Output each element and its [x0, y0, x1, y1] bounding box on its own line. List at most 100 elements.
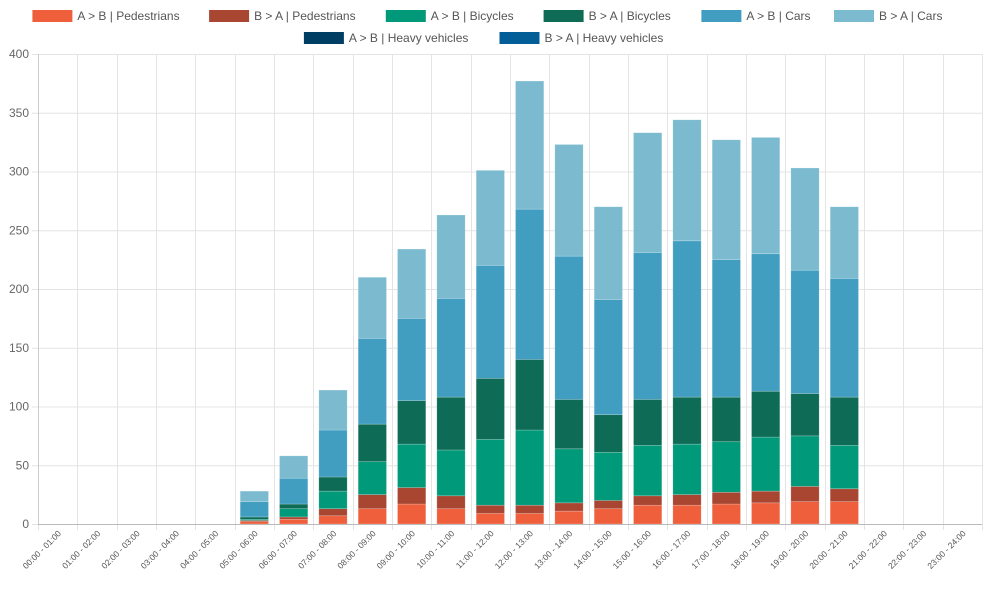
bar-segment-a-b-cars[interactable] [593, 299, 623, 416]
bar-segment-b-a-cars[interactable] [633, 132, 663, 253]
legend-label-a-b-bicycles[interactable]: A > B | Bicycles [431, 9, 514, 23]
bar-segment-b-a-cars[interactable] [829, 206, 859, 279]
bar-segment-a-b-cars[interactable] [475, 265, 505, 379]
bar-segment-a-b-cars[interactable] [436, 298, 466, 398]
bar-segment-b-a-bicycles[interactable] [357, 423, 387, 463]
bar-segment-b-a-cars[interactable] [751, 137, 781, 255]
bar-segment-a-b-pedestrians[interactable] [436, 508, 466, 525]
bar-segment-a-b-pedestrians[interactable] [515, 513, 545, 525]
bar-segment-b-a-pedestrians[interactable] [318, 508, 348, 517]
bar-segment-a-b-bicycles[interactable] [397, 443, 427, 488]
bar-segment-a-b-bicycles[interactable] [475, 439, 505, 506]
bar-segment-b-a-cars[interactable] [554, 144, 584, 257]
bar-segment-a-b-cars[interactable] [829, 278, 859, 398]
bar-segment-a-b-cars[interactable] [672, 240, 702, 398]
bar-segment-a-b-bicycles[interactable] [672, 443, 702, 495]
bar-segment-a-b-pedestrians[interactable] [239, 521, 269, 525]
bar-segment-a-b-pedestrians[interactable] [357, 508, 387, 525]
bar-segment-b-a-cars[interactable] [397, 248, 427, 319]
bar-segment-b-a-bicycles[interactable] [829, 396, 859, 446]
bar-segment-a-b-cars[interactable] [318, 429, 348, 478]
legend-swatch-a-b-cars[interactable] [701, 10, 742, 22]
bar-segment-b-a-cars[interactable] [318, 389, 348, 431]
bar-segment-b-a-bicycles[interactable] [554, 399, 584, 450]
bar-segment-b-a-cars[interactable] [279, 455, 309, 479]
bar-segment-b-a-pedestrians[interactable] [436, 495, 466, 510]
bar-segment-b-a-pedestrians[interactable] [279, 516, 309, 520]
legend-swatch-a-b-bicycles[interactable] [385, 10, 426, 22]
bar-segment-a-b-bicycles[interactable] [357, 461, 387, 495]
legend-swatch-b-a-heavy-vehicles[interactable] [499, 32, 540, 44]
bar-segment-a-b-bicycles[interactable] [515, 429, 545, 506]
bar-segment-b-a-bicycles[interactable] [790, 393, 820, 437]
bar-segment-a-b-cars[interactable] [554, 255, 584, 400]
bar-segment-a-b-bicycles[interactable] [751, 436, 781, 492]
bar-segment-a-b-pedestrians[interactable] [633, 504, 663, 525]
bar-segment-b-a-pedestrians[interactable] [751, 490, 781, 504]
bar-segment-b-a-pedestrians[interactable] [475, 504, 505, 514]
bar-segment-b-a-bicycles[interactable] [279, 503, 309, 510]
bar-segment-b-a-cars[interactable] [790, 167, 820, 271]
bar-segment-b-a-cars[interactable] [593, 206, 623, 300]
bar-segment-b-a-pedestrians[interactable] [790, 486, 820, 502]
bar-segment-a-b-pedestrians[interactable] [751, 502, 781, 525]
bar-segment-b-a-pedestrians[interactable] [593, 500, 623, 510]
legend-label-b-a-bicycles[interactable]: B > A | Bicycles [589, 9, 671, 23]
bar-segment-a-b-pedestrians[interactable] [554, 510, 584, 525]
bar-segment-a-b-cars[interactable] [239, 501, 269, 518]
bar-segment-b-a-bicycles[interactable] [672, 396, 702, 445]
bar-segment-b-a-bicycles[interactable] [633, 399, 663, 446]
bar-segment-b-a-pedestrians[interactable] [672, 494, 702, 506]
bar-segment-b-a-pedestrians[interactable] [515, 504, 545, 514]
bar-segment-b-a-bicycles[interactable] [436, 396, 466, 451]
bar-segment-b-a-pedestrians[interactable] [633, 495, 663, 506]
bar-segment-b-a-bicycles[interactable] [397, 400, 427, 445]
bar-segment-a-b-cars[interactable] [711, 259, 741, 398]
bar-segment-b-a-bicycles[interactable] [711, 396, 741, 443]
bar-segment-a-b-bicycles[interactable] [318, 490, 348, 510]
bar-segment-b-a-pedestrians[interactable] [397, 487, 427, 505]
bar-segment-b-a-cars[interactable] [475, 170, 505, 266]
legend-label-a-b-pedestrians[interactable]: A > B | Pedestrians [77, 9, 179, 23]
bar-segment-b-a-cars[interactable] [239, 490, 269, 502]
legend-swatch-b-a-pedestrians[interactable] [209, 10, 250, 22]
bar-segment-a-b-bicycles[interactable] [279, 508, 309, 518]
bar-segment-a-b-cars[interactable] [279, 477, 309, 505]
legend-swatch-b-a-cars[interactable] [834, 10, 874, 22]
bar-segment-a-b-pedestrians[interactable] [593, 508, 623, 525]
bar-segment-a-b-pedestrians[interactable] [790, 501, 820, 525]
bar-segment-a-b-pedestrians[interactable] [318, 515, 348, 525]
bar-segment-a-b-cars[interactable] [357, 338, 387, 425]
bar-segment-a-b-bicycles[interactable] [633, 444, 663, 497]
bar-segment-b-a-cars[interactable] [672, 119, 702, 242]
legend-swatch-b-a-bicycles[interactable] [543, 10, 584, 22]
bar-segment-b-a-cars[interactable] [515, 80, 545, 210]
bar-segment-b-a-pedestrians[interactable] [357, 494, 387, 510]
bar-segment-a-b-pedestrians[interactable] [475, 513, 505, 525]
bar-segment-a-b-bicycles[interactable] [554, 448, 584, 504]
bar-segment-a-b-cars[interactable] [751, 253, 781, 392]
bar-segment-a-b-pedestrians[interactable] [711, 503, 741, 525]
bar-segment-a-b-pedestrians[interactable] [397, 503, 427, 525]
legend-label-b-a-heavy-vehicles[interactable]: B > A | Heavy vehicles [545, 31, 664, 45]
bar-segment-b-a-bicycles[interactable] [239, 516, 269, 520]
bar-segment-b-a-pedestrians[interactable] [711, 491, 741, 505]
bar-segment-b-a-bicycles[interactable] [515, 359, 545, 431]
bar-segment-a-b-bicycles[interactable] [711, 441, 741, 493]
bar-segment-b-a-bicycles[interactable] [751, 390, 781, 438]
bar-segment-b-a-bicycles[interactable] [475, 377, 505, 440]
bar-segment-a-b-pedestrians[interactable] [279, 518, 309, 525]
bar-segment-a-b-cars[interactable] [790, 269, 820, 394]
bar-segment-b-a-pedestrians[interactable] [554, 502, 584, 512]
bar-segment-b-a-pedestrians[interactable] [829, 488, 859, 502]
bar-segment-a-b-bicycles[interactable] [436, 449, 466, 497]
bar-segment-a-b-cars[interactable] [397, 318, 427, 401]
bar-segment-b-a-cars[interactable] [436, 214, 466, 299]
legend-label-b-a-pedestrians[interactable]: B > A | Pedestrians [254, 9, 356, 23]
legend-label-a-b-cars[interactable]: A > B | Cars [746, 9, 810, 23]
bar-segment-a-b-cars[interactable] [515, 208, 545, 360]
bar-segment-a-b-pedestrians[interactable] [829, 501, 859, 525]
bar-segment-a-b-pedestrians[interactable] [672, 504, 702, 525]
legend-swatch-a-b-pedestrians[interactable] [32, 10, 73, 22]
legend-label-a-b-heavy-vehicles[interactable]: A > B | Heavy vehicles [349, 31, 469, 45]
